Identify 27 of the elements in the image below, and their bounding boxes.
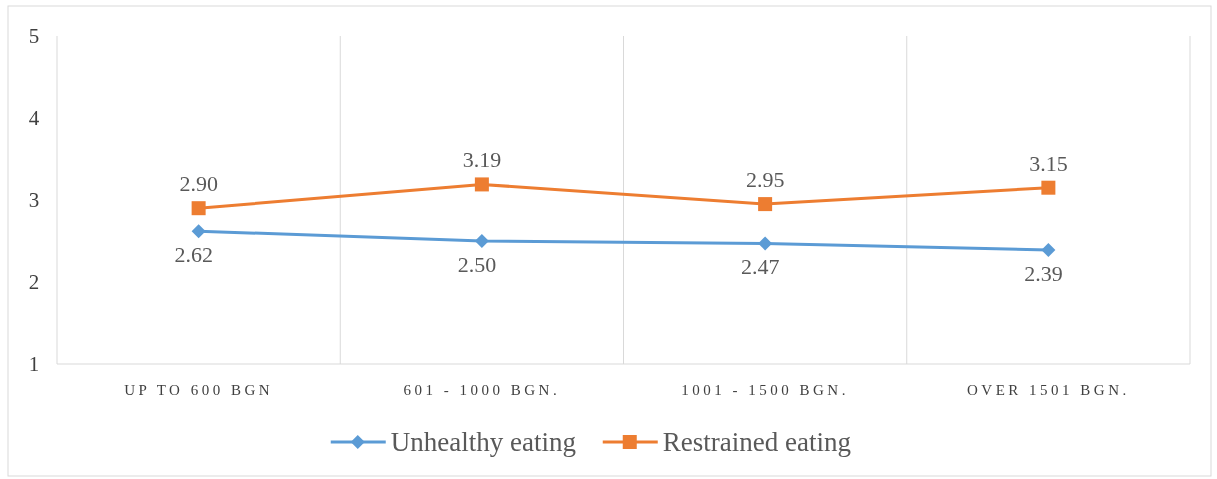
point: [191, 201, 206, 216]
x-tick-label: 1001 - 1500 BGN.: [681, 382, 849, 398]
legend-label: Restrained eating: [662, 427, 851, 457]
point: [191, 224, 206, 239]
x-tick-label: 601 - 1000 BGN.: [403, 382, 561, 398]
data-label: 2.95: [745, 167, 785, 193]
point: [758, 197, 773, 212]
point: [758, 236, 773, 251]
y-tick-label: 4: [28, 106, 40, 130]
data-label: 2.47: [740, 254, 780, 280]
point: [474, 177, 489, 192]
y-tick-label: 1: [28, 352, 40, 376]
legend-label: Unhealthy eating: [390, 427, 576, 457]
data-label: 2.62: [174, 242, 213, 268]
data-label: 2.39: [1024, 261, 1063, 287]
x-tick-label: OVER 1501 BGN.: [966, 382, 1130, 398]
point: [1041, 180, 1056, 195]
data-label: 3.19: [462, 147, 502, 173]
y-tick-label: 3: [28, 188, 40, 212]
x-tick-label: UP TO 600 BGN: [124, 382, 274, 398]
y-tick-label: 5: [28, 24, 40, 48]
data-label: 2.50: [457, 252, 497, 277]
y-tick-label: 2: [28, 270, 40, 294]
point: [474, 234, 489, 248]
data-label: 3.15: [1029, 150, 1068, 176]
data-label: 2.90: [179, 171, 218, 197]
point: [1041, 243, 1056, 258]
